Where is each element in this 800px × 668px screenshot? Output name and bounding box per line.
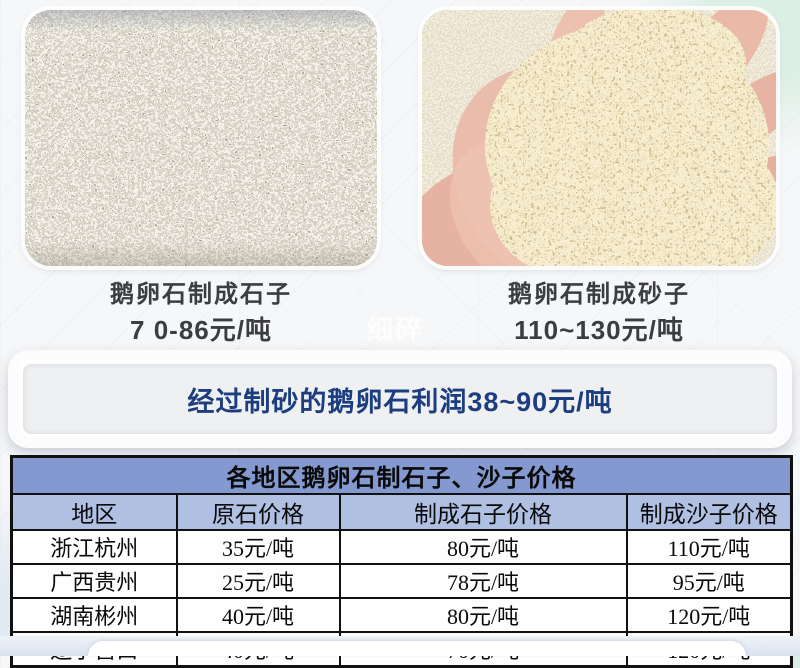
table-cell: 95元/吨: [625, 563, 793, 599]
gravel-texture-graphic: [25, 10, 377, 266]
table-cell: 40元/吨: [175, 597, 341, 633]
table-title-row: 各地区鹅卵石制石子、沙子价格: [10, 455, 793, 495]
profit-banner-text: 经过制砂的鹅卵石利润38~90元/吨: [187, 386, 613, 417]
table-cell: 78元/吨: [338, 563, 628, 599]
watermark-text: 细碎: [366, 315, 424, 345]
column-header-region: 地区: [10, 493, 178, 531]
column-header-raw-price: 原石价格: [175, 493, 341, 531]
left-caption-price: 7 0-86元/吨: [130, 315, 272, 345]
table-row: 湖南彬州 40元/吨 80元/吨 120元/吨: [10, 597, 793, 633]
table-cell: 湖南彬州: [10, 597, 178, 633]
column-header-stone-price: 制成石子价格: [338, 493, 628, 531]
table-cell: 110元/吨: [625, 529, 793, 565]
sand-hand-graphic: [422, 10, 776, 266]
crushed-stone-photo: [25, 10, 377, 266]
bottom-card-edge: [88, 641, 746, 656]
profit-banner-panel: 经过制砂的鹅卵石利润38~90元/吨: [19, 360, 781, 438]
right-caption-title: 鹅卵石制成砂子: [508, 281, 690, 308]
table-cell: 80元/吨: [338, 529, 628, 565]
table-cell: 80元/吨: [338, 597, 628, 633]
left-photo-caption: 鹅卵石制成石子 7 0-86元/吨: [25, 280, 377, 346]
sand-in-hand-photo: [422, 10, 776, 266]
profit-banner: 经过制砂的鹅卵石利润38~90元/吨: [8, 350, 792, 448]
column-header-sand-price: 制成沙子价格: [625, 493, 793, 531]
right-caption-price: 110~130元/吨: [514, 315, 684, 345]
left-caption-title: 鹅卵石制成石子: [110, 281, 292, 308]
table-cell: 25元/吨: [175, 563, 341, 599]
right-photo-caption: 鹅卵石制成砂子 110~130元/吨: [422, 280, 776, 346]
table-cell: 广西贵州: [10, 563, 178, 599]
table-cell: 浙江杭州: [10, 529, 178, 565]
table-cell: 120元/吨: [625, 597, 793, 633]
table-header-row: 地区 原石价格 制成石子价格 制成沙子价格: [10, 493, 793, 531]
table-title: 各地区鹅卵石制石子、沙子价格: [10, 455, 793, 495]
table-row: 广西贵州 25元/吨 78元/吨 95元/吨: [10, 563, 793, 599]
table-row: 浙江杭州 35元/吨 80元/吨 110元/吨: [10, 529, 793, 565]
table-cell: 35元/吨: [175, 529, 341, 565]
